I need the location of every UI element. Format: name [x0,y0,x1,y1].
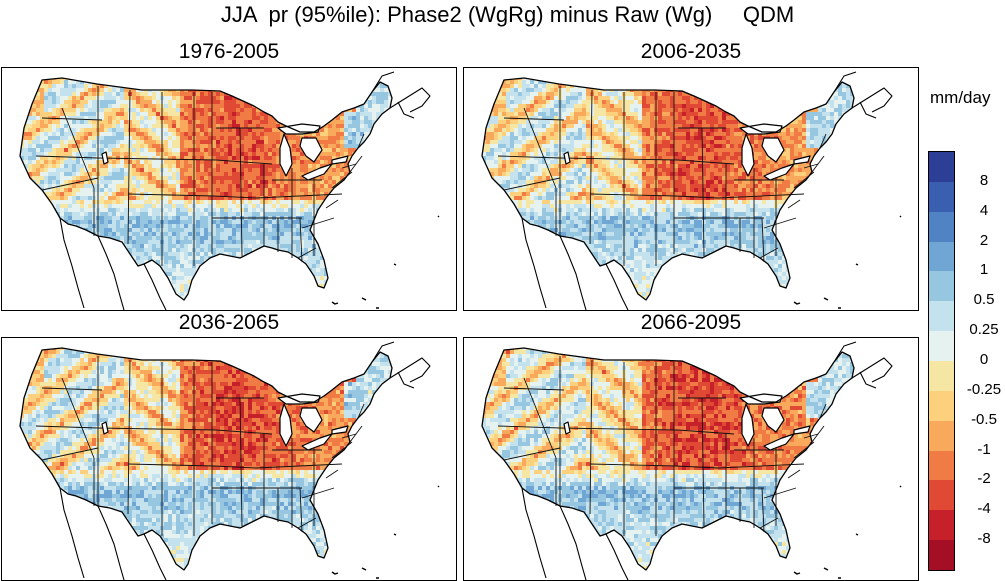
state-boundaries [35,86,365,266]
colorbar-swatch [929,540,954,571]
colorbar-units: mm/day [930,88,990,108]
lake-huron [761,137,785,163]
panel-title-1: 1976-2005 [1,40,457,64]
map-3 [19,341,440,580]
lake-michigan [741,133,755,177]
mexico-coastline [59,217,167,310]
map-1 [19,71,440,310]
colorbar-label: -2 [962,470,1005,487]
lake-ontario [331,155,349,165]
canada-coastline [371,71,431,119]
colorbar [928,151,955,571]
lake-michigan [279,133,293,177]
lake-michigan [741,403,755,447]
islands [331,485,440,579]
precip-difference-field [20,348,392,570]
colorbar-swatch [929,390,954,422]
lake-erie [301,433,333,451]
colorbar-swatch [929,510,954,541]
great-salt-lake [563,421,571,435]
mexico-coastline [521,217,629,310]
lake-michigan [279,403,293,447]
mexico-coastline [59,487,167,580]
colorbar-label: 0.25 [962,321,1005,338]
figure-title: JJA pr (95%ile): Phase2 (WgRg) minus Raw… [0,2,1005,28]
colorbar-swatch [929,420,954,452]
panel-title-3: 2036-2065 [1,311,457,335]
state-boundaries [35,356,365,536]
colorbar-label: -4 [962,500,1005,517]
lake-erie [301,163,333,181]
colorbar-swatch [929,152,954,183]
canada-coastline [833,71,893,119]
colorbar-label: 0.5 [962,291,1005,308]
colorbar-swatch [929,271,954,302]
us-outline [19,77,393,301]
colorbar-label: -8 [962,530,1005,547]
mexico-coastline [521,487,629,580]
lake-ontario [331,425,349,435]
us-outline [481,77,855,301]
state-boundaries [497,86,827,266]
canada-coastline [371,341,431,389]
colorbar-swatch [929,301,954,332]
colorbar-swatch [929,181,954,213]
precip-difference-field [482,348,854,570]
colorbar-label: 8 [962,172,1005,189]
great-salt-lake [101,421,109,435]
map-panel-3 [1,337,457,581]
lake-huron [299,137,323,163]
colorbar-label: 1 [962,261,1005,278]
colorbar-swatch [929,211,954,243]
great-salt-lake [563,151,571,165]
lake-huron [299,407,323,433]
map-2 [481,71,902,310]
colorbar-label: -0.25 [962,381,1005,398]
islands [793,215,902,309]
islands [331,215,440,309]
colorbar-swatch [929,331,954,362]
colorbar-label: 2 [962,232,1005,249]
lake-erie [763,433,795,451]
colorbar-swatch [929,241,954,272]
colorbar-label: -0.5 [962,411,1005,428]
lake-ontario [793,425,811,435]
lake-huron [761,407,785,433]
canada-coastline [833,341,893,389]
map-panel-1 [1,67,457,311]
colorbar-swatch [929,450,954,481]
great-salt-lake [101,151,109,165]
map-4 [481,341,902,580]
map-panel-2 [463,67,919,311]
islands [793,485,902,579]
panel-title-2: 2006-2035 [463,40,919,64]
precip-difference-field [482,78,854,300]
lake-ontario [793,155,811,165]
colorbar-label: 4 [962,202,1005,219]
colorbar-swatch [929,361,954,392]
colorbar-label: 0 [962,351,1005,368]
map-panel-4 [463,337,919,581]
us-outline [481,347,855,571]
colorbar-swatch [929,480,954,511]
lake-erie [763,163,795,181]
panel-title-4: 2066-2095 [463,311,919,335]
colorbar-label: -1 [962,441,1005,458]
us-outline [19,347,393,571]
precip-difference-field [20,78,392,300]
